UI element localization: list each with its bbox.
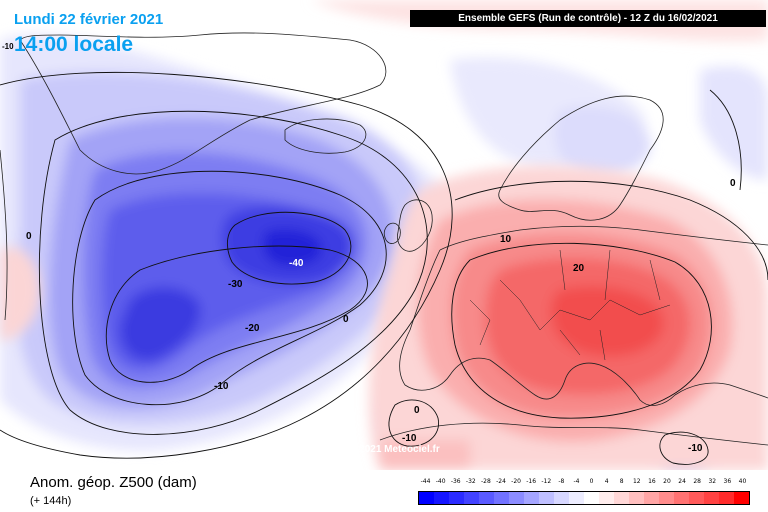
contour-10: [454, 180, 768, 281]
label-zero-east: 0: [730, 178, 736, 189]
colorbar-swatch: [509, 492, 524, 504]
colorbar-tick-label: 24: [678, 478, 686, 485]
colorbar-swatch: [569, 492, 584, 504]
contour-zero-east: [709, 89, 742, 191]
colorbar-tick-label: 8: [619, 478, 624, 485]
label-zero-west: 0: [26, 231, 32, 242]
colorbar-tick-label: -36: [450, 478, 461, 485]
contour-minus-30: [105, 245, 368, 383]
colorbar-swatch: [464, 492, 479, 504]
forecast-time: 14:00 locale: [14, 33, 134, 56]
contour-minus-10-east: [659, 431, 709, 465]
label-10: 10: [500, 234, 512, 245]
colorbar-swatch: [434, 492, 449, 504]
colorbar-tick-label: -40: [435, 478, 446, 485]
label-minus-10-corner: -10: [2, 42, 14, 51]
forecast-date: Lundi 22 février 2021: [14, 11, 164, 28]
colorbar-swatch: [599, 492, 614, 504]
colorbar-swatch: [539, 492, 554, 504]
colorbar-swatch: [689, 492, 704, 504]
copyright-text: Copyright © 2021 Meteociel.fr: [299, 444, 440, 455]
colorbar-tick-label: 20: [663, 478, 671, 485]
variable-title: Anom. géop. Z500 (dam): [30, 474, 197, 491]
colorbar-tick-label: -32: [465, 478, 476, 485]
label-20: 20: [573, 263, 585, 274]
colorbar-swatch: [719, 492, 734, 504]
colorbar-labels: -44 -40 -36 -32 -28 -24 -20 -16 -12 -8 -4 0 4 8 12 16 20…: [410, 478, 750, 490]
colorbar-tick-label: 16: [648, 478, 656, 485]
label-minus-10-atlantic: -10: [402, 433, 417, 444]
contour-minus-40: [227, 211, 352, 285]
colorbar-tick-label: -8: [558, 478, 565, 485]
colorbar-tick-label: 12: [632, 478, 641, 485]
colorbar-tick-label: 4: [604, 478, 609, 485]
colorbar-swatch: [629, 492, 644, 504]
colorbar-swatch: [419, 492, 434, 504]
canada-coast: [0, 149, 8, 321]
run-info: Ensemble GEFS (Run de contrôle) - 12 Z d…: [410, 10, 766, 27]
europe-coast: [399, 225, 768, 406]
anomaly-map: -40 -30 -20 -10 0 10 20 -10 -10 0 0 0 -1…: [0, 0, 768, 470]
contour-20: [451, 242, 712, 419]
coastlines: [0, 32, 768, 446]
colorbar-swatch: [704, 492, 719, 504]
label-minus-20: -20: [245, 323, 260, 334]
colorbar-tick-label: 32: [708, 478, 717, 485]
contour-minus-10: [38, 110, 428, 435]
greenland-coast: [19, 32, 387, 175]
africa-coast: [379, 422, 768, 446]
contour-lines: [0, 71, 768, 465]
colorbar-tick-label: 40: [738, 478, 747, 485]
colorbar-swatch: [644, 492, 659, 504]
colorbar-tick-label: -16: [526, 478, 537, 485]
colorbar-swatch: [734, 492, 749, 504]
label-zero: 0: [343, 314, 349, 325]
contour-minus-10-atlantic: [388, 399, 440, 447]
colorbar-swatch: [494, 492, 509, 504]
colorbar-tick-label: 0: [589, 478, 594, 485]
footer: Anom. géop. Z500 (dam) (+ 144h) -44 -40 -3…: [0, 470, 768, 512]
colorbar-swatch: [554, 492, 569, 504]
colorbar-swatch: [449, 492, 464, 504]
colorbar-swatch: [614, 492, 629, 504]
label-minus-30: -30: [228, 279, 243, 290]
iceland-coast: [284, 118, 367, 154]
label-minus-10: -10: [214, 381, 229, 392]
colorbar-tick-label: -44: [420, 478, 431, 485]
colorbar-tick-label: 28: [693, 478, 701, 485]
scandinavia-coast: [498, 95, 664, 221]
colorbar-swatch: [584, 492, 599, 504]
colorbar: [418, 491, 750, 505]
contour-minus-20: [72, 170, 387, 406]
ireland-coast: [383, 222, 401, 244]
contour-zero-west: [0, 71, 453, 459]
colorbar-swatch: [479, 492, 494, 504]
label-minus-40: -40: [289, 258, 304, 269]
colorbar-tick-label: -4: [573, 478, 580, 485]
colorbar-tick-label: -12: [541, 478, 552, 485]
colorbar-tick-label: -20: [511, 478, 521, 485]
colorbar-swatch: [674, 492, 689, 504]
colorbar-tick-label: -28: [481, 478, 491, 485]
britain-coast: [397, 199, 433, 252]
label-minus-10-east: -10: [688, 443, 703, 454]
colorbar-tick-label: 36: [723, 478, 732, 485]
label-zero-south: 0: [414, 405, 420, 416]
colorbar-swatch: [524, 492, 539, 504]
colorbar-tick-label: -24: [496, 478, 506, 485]
colorbar-swatch: [659, 492, 674, 504]
contour-labels: -40 -30 -20 -10 0 10 20 -10 -10 0 0 0 -1…: [2, 42, 736, 454]
lead-time: (+ 144h): [30, 495, 72, 507]
